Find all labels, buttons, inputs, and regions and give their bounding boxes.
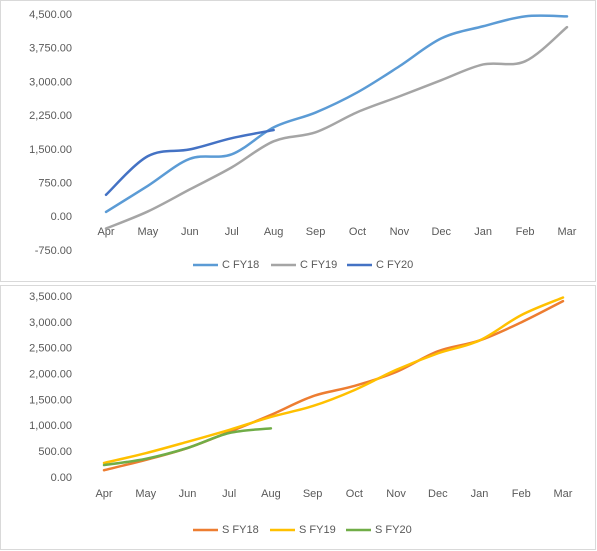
y-tick-label: 500.00 <box>38 446 72 458</box>
x-tick-label: Dec <box>431 226 451 238</box>
y-tick-label: 3,750.00 <box>29 43 72 55</box>
x-tick-label: Dec <box>428 488 448 500</box>
x-tick-label: Oct <box>346 488 363 500</box>
y-tick-label: 2,250.00 <box>29 110 72 122</box>
y-tick-label: 1,500.00 <box>29 144 72 156</box>
legend-label: S FY19 <box>299 524 336 536</box>
y-tick-label: 0.00 <box>51 211 72 223</box>
x-tick-label: Feb <box>516 226 535 238</box>
series-line <box>102 296 565 465</box>
x-tick-label: Aug <box>264 226 284 238</box>
y-tick-label: 0.00 <box>51 472 72 484</box>
x-tick-label: Mar <box>554 488 573 500</box>
series-line <box>104 14 569 214</box>
x-tick-label: Sep <box>303 488 323 500</box>
x-tick-label: Feb <box>512 488 531 500</box>
legend-label: C FY18 <box>222 259 259 271</box>
y-tick-label: 2,000.00 <box>29 368 72 380</box>
y-tick-label: 1,000.00 <box>29 420 72 432</box>
series-line <box>102 427 273 467</box>
x-tick-label: Sep <box>306 226 326 238</box>
x-tick-label: Jul <box>222 488 236 500</box>
series-line <box>104 128 275 197</box>
y-tick-label: 3,500.00 <box>29 291 72 303</box>
legend-label: C FY20 <box>376 259 413 271</box>
x-tick-label: Oct <box>349 226 366 238</box>
x-tick-label: Jan <box>474 226 492 238</box>
x-tick-label: Jan <box>471 488 489 500</box>
legend-label: C FY19 <box>300 259 337 271</box>
x-tick-label: Aug <box>261 488 281 500</box>
x-tick-label: Nov <box>390 226 410 238</box>
y-tick-label: 2,500.00 <box>29 343 72 355</box>
y-tick-label: 3,000.00 <box>29 76 72 88</box>
x-tick-label: Jun <box>181 226 199 238</box>
x-tick-label: Apr <box>95 488 112 500</box>
x-tick-label: May <box>135 488 156 500</box>
chart-frame <box>0 0 596 282</box>
legend-label: S FY18 <box>222 524 259 536</box>
legend-label: S FY20 <box>375 524 412 536</box>
series-line <box>104 25 569 230</box>
x-tick-label: May <box>138 226 159 238</box>
y-tick-label: 3,000.00 <box>29 317 72 329</box>
x-tick-label: Jul <box>225 226 239 238</box>
y-tick-label: -750.00 <box>35 245 72 257</box>
x-tick-label: Jun <box>179 488 197 500</box>
x-tick-label: Apr <box>97 226 114 238</box>
y-tick-label: 750.00 <box>38 177 72 189</box>
x-tick-label: Mar <box>558 226 577 238</box>
x-tick-label: Nov <box>386 488 406 500</box>
y-tick-label: 1,500.00 <box>29 394 72 406</box>
y-tick-label: 4,500.00 <box>29 9 72 21</box>
